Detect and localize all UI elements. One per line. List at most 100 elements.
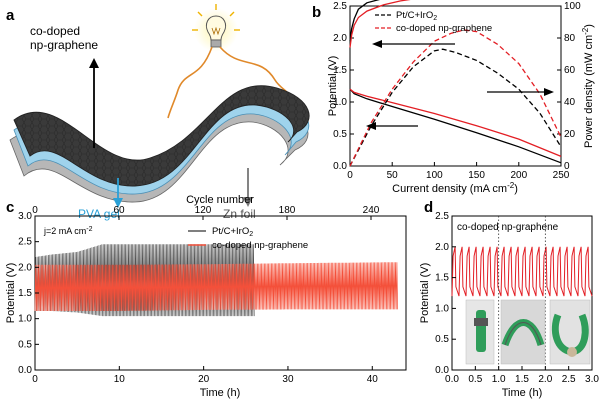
panel-b-frame [349, 5, 562, 167]
c-xtick-label: 30 [282, 374, 294, 385]
d-ytick-label: 0.0 [435, 365, 449, 376]
device-label-line1: co-doped [30, 24, 80, 38]
panel-d-letter: d [424, 199, 433, 216]
b-ytick-label: 0.5 [333, 129, 347, 140]
c-legend-label: co-doped np-graphene [212, 240, 308, 251]
c-legend-label: Pt/C+IrO2 [212, 226, 253, 238]
b-y2tick-label: 100 [564, 1, 581, 12]
c-ytick-label: 1.5 [18, 288, 32, 299]
b-xtick-label: 200 [510, 170, 527, 181]
b-y2tick-label: 0 [564, 161, 570, 172]
c-ytick-label: 2.5 [18, 237, 32, 248]
device-sheet [9, 85, 310, 203]
c-x2tick-label: 180 [279, 205, 296, 216]
panel-c-xlabel: Time (h) [200, 387, 241, 399]
c-legend-sub: 2 [249, 231, 253, 238]
b-ytick-label: 2.0 [333, 33, 347, 44]
panel-b-xlabel: Current density (mA cm-2) [392, 181, 518, 195]
panel-c-legend: Pt/C+IrO2 co-doped np-graphene [188, 226, 308, 251]
panel-b-curves [349, 0, 562, 167]
c-xtick-label: 0 [32, 374, 38, 385]
c-xtick-label: 40 [367, 374, 379, 385]
panel-c-top-label: Cycle number [186, 194, 254, 206]
b-y2tick-label: 80 [564, 33, 576, 44]
d-xtick-label: 1.5 [515, 374, 529, 385]
b-series-line [349, 88, 562, 164]
panel-c-letter: c [6, 199, 14, 216]
b-ytick-label: 2.5 [333, 1, 347, 12]
b-series-line [349, 0, 411, 48]
bending-photos [465, 299, 591, 365]
d-xtick-label: 1.0 [492, 374, 506, 385]
c-ytick-label: 0.0 [18, 365, 32, 376]
panel-c-ylabel: Potential (V) [5, 263, 17, 324]
panel-b-letter: b [312, 4, 321, 21]
panel-c-current-note: j=2 mA cm-2 [43, 226, 93, 236]
b-legend-label: co-doped np-graphene [396, 23, 492, 34]
b-ytick-label: 1.0 [333, 97, 347, 108]
panel-c-ticks: 0 10 20 30 40 0 60 120 180 240 0.0 0.5 1.0 1.5 2.0 2.5 3… [18, 205, 380, 385]
c-pt-series [34, 244, 255, 317]
device-label-line2: np-graphene [30, 38, 98, 52]
panel-d-inner-label: co-doped np-graphene [457, 222, 559, 233]
d-xtick-label: 0.5 [468, 374, 482, 385]
c-xtick-label: 10 [114, 374, 126, 385]
b-xtick-label: 50 [387, 170, 399, 181]
c-ytick-label: 2.0 [18, 262, 32, 273]
c-ytick-label: 3.0 [18, 211, 32, 222]
b-series-line [349, 0, 380, 42]
panel-b-ylabel-right: Power density (mW cm-2) [581, 24, 595, 148]
c-legend-text: co-doped np-graphene [212, 240, 308, 251]
c-legend-text: Pt/C+IrO [212, 226, 249, 237]
c-x2tick-label: 240 [363, 205, 380, 216]
c-ytick-label: 0.5 [18, 339, 32, 350]
d-series-line [451, 246, 593, 297]
d-ytick-label: 0.5 [435, 334, 449, 345]
panel-b-arrows [366, 40, 554, 130]
d-ytick-label: 1.5 [435, 273, 449, 284]
c-x2tick-label: 120 [195, 205, 212, 216]
wire-orange [167, 46, 213, 119]
c-ytick-label: 1.0 [18, 314, 32, 325]
b-legend-label: Pt/C+IrO2 [396, 10, 437, 22]
panel-b-ylabel-left: Potential (V) [327, 56, 339, 117]
d-ytick-label: 2.0 [435, 242, 449, 253]
panel-d-ticks: 0.0 0.5 1.0 1.5 2.0 2.5 3.0 0.0 0.5 1.0 1.5 2.0 2.5 [435, 211, 599, 385]
b-y2tick-label: 40 [564, 97, 576, 108]
b-ytick-label: 1.5 [333, 65, 347, 76]
panel-c: c 0 10 20 30 40 0 60 120 180 240 0.0 0.5 1.0 1.5 2.0 2.… [5, 194, 407, 399]
panel-d-xlabel: Time (h) [502, 387, 543, 399]
panel-d-ylabel: Potential (V) [419, 263, 431, 324]
panel-c-data [34, 244, 398, 317]
d-xtick-label: 2.0 [538, 374, 552, 385]
c-graphene-series [34, 262, 398, 312]
light-bulb-icon [192, 4, 240, 52]
b-xtick-label: 0 [347, 170, 353, 181]
pva-label: PVA gel [78, 207, 120, 221]
d-ytick-label: 2.5 [435, 211, 449, 222]
b-xtick-label: 150 [468, 170, 485, 181]
panel-b-ticks: 0 50 100 150 200 250 0.0 0.5 1.0 1.5 2.0 2.5 0 20 40 60… [333, 1, 581, 181]
panel-b: b 0 50 100 150 200 250 0.0 0.5 1.0 1.5 2.0 2.5 0 20 40… [312, 0, 595, 195]
d-ytick-label: 1.0 [435, 303, 449, 314]
panel-a-letter: a [6, 7, 15, 24]
b-series-line [349, 48, 562, 167]
b-legend-sub: 2 [433, 15, 437, 22]
b-legend-text: co-doped np-graphene [396, 23, 492, 34]
d-xtick-label: 0.0 [445, 374, 459, 385]
d-xtick-label: 2.5 [562, 374, 576, 385]
b-y2tick-label: 20 [564, 129, 576, 140]
panel-d-data [451, 216, 593, 370]
c-xtick-label: 20 [198, 374, 210, 385]
zn-label: Zn foil [223, 207, 256, 221]
b-xtick-label: 100 [426, 170, 443, 181]
b-xtick-label: 250 [553, 170, 570, 181]
panel-d: d 0.0 0.5 1.0 1.5 2.0 2.5 3.0 0.0 0.5 1.0 1.5 2.0 2.… [419, 199, 599, 399]
c-x2tick-label: 0 [32, 205, 38, 216]
b-legend-text: Pt/C+IrO [396, 10, 433, 21]
b-series-line [349, 29, 562, 167]
panel-a: a co-doped np-graphene [6, 4, 310, 221]
b-y2tick-label: 60 [564, 65, 576, 76]
